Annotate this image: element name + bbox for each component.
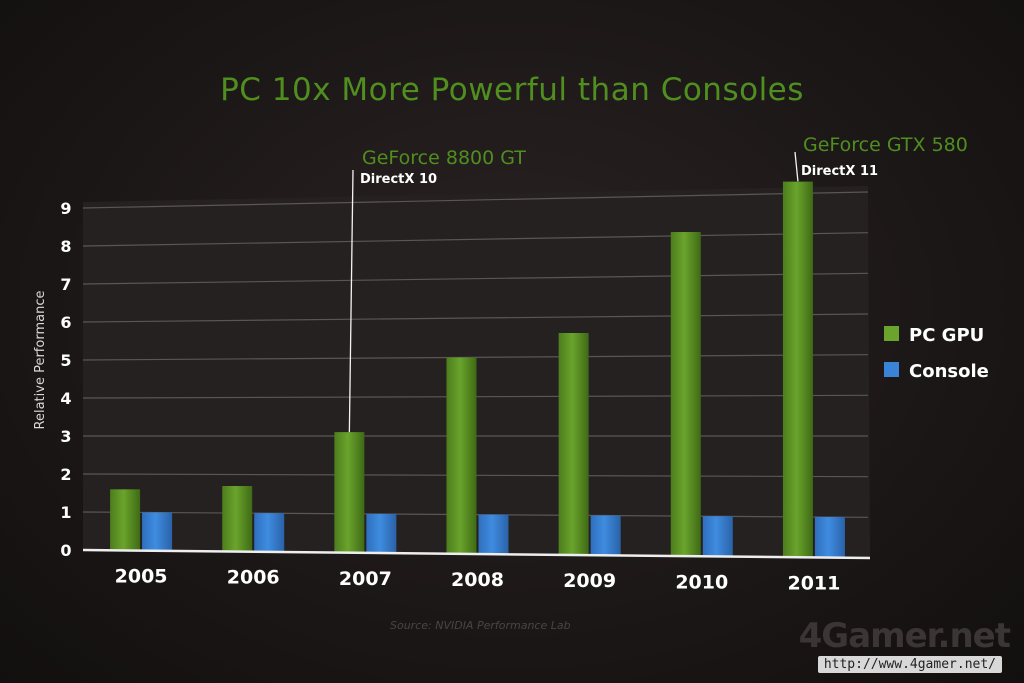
annotation-line [794, 151, 799, 182]
legend: PC GPU Console [884, 325, 989, 382]
bar-pc-gpu-2011 [782, 181, 813, 558]
bar-pc-gpu-2005 [110, 489, 141, 551]
bar-pc-gpu-2009 [558, 332, 589, 555]
gridline [82, 313, 869, 323]
bar-console-2006 [254, 513, 285, 552]
gridline [82, 354, 869, 361]
gridline [82, 232, 869, 247]
bar-console-2007 [366, 513, 397, 553]
watermark-logo: 4Gamer.net [798, 616, 1011, 656]
bar-pc-gpu-2008 [446, 357, 477, 554]
y-axis-title: Relative Performance [33, 291, 48, 430]
bar-console-2005 [142, 512, 173, 551]
gridline [82, 272, 869, 285]
bars [110, 181, 845, 558]
annotation-label: GeForce 8800 GT [362, 147, 526, 169]
legend-swatch [884, 362, 899, 377]
y-tick-label: 0 [60, 541, 71, 560]
annotation-label: GeForce GTX 580 [803, 134, 968, 156]
bar-console-2009 [590, 515, 621, 556]
bar-console-2008 [478, 514, 509, 555]
bar-pc-gpu-2007 [334, 432, 365, 553]
gridline [82, 191, 869, 209]
legend-label: Console [909, 361, 989, 382]
annotations: GeForce 8800 GT DirectX 10 GeForce GTX 580… [348, 134, 968, 433]
annotation-line [348, 169, 354, 433]
x-tick-label: 2009 [563, 570, 616, 592]
legend-label: PC GPU [909, 325, 984, 346]
legend-swatch [884, 326, 899, 341]
x-axis-line [82, 548, 871, 560]
bar-console-2010 [702, 516, 733, 557]
x-tick-label: 2010 [675, 571, 728, 593]
x-tick-label: 2007 [339, 568, 392, 590]
slide-title: PC 10x More Powerful than Consoles [220, 72, 804, 108]
axes: 0 1 2 3 4 5 6 7 8 9 2005 2006 2007 2008 2009 2010 2011 [60, 199, 871, 594]
y-tick-label: 6 [60, 313, 71, 332]
y-tick-label: 1 [60, 503, 71, 522]
y-tick-label: 5 [60, 351, 71, 370]
bar-console-2011 [814, 516, 845, 558]
y-tick-label: 8 [60, 237, 71, 256]
y-tick-label: 4 [60, 389, 71, 408]
watermark-url[interactable]: http://www.4gamer.net/ [817, 656, 1002, 673]
x-tick-label: 2008 [451, 569, 504, 591]
annotation-sublabel: DirectX 11 [801, 164, 878, 179]
bar-pc-gpu-2006 [222, 486, 253, 552]
x-tick-label: 2005 [115, 566, 168, 588]
y-tick-label: 7 [60, 275, 71, 294]
x-tick-label: 2006 [227, 567, 280, 589]
y-tick-label: 2 [60, 465, 71, 484]
bar-pc-gpu-2010 [670, 232, 701, 556]
y-tick-label: 9 [60, 199, 71, 218]
x-tick-label: 2011 [787, 572, 840, 594]
annotation-sublabel: DirectX 10 [360, 172, 437, 187]
source-note: Source: NVIDIA Performance Lab [390, 619, 571, 632]
y-tick-label: 3 [60, 427, 71, 446]
